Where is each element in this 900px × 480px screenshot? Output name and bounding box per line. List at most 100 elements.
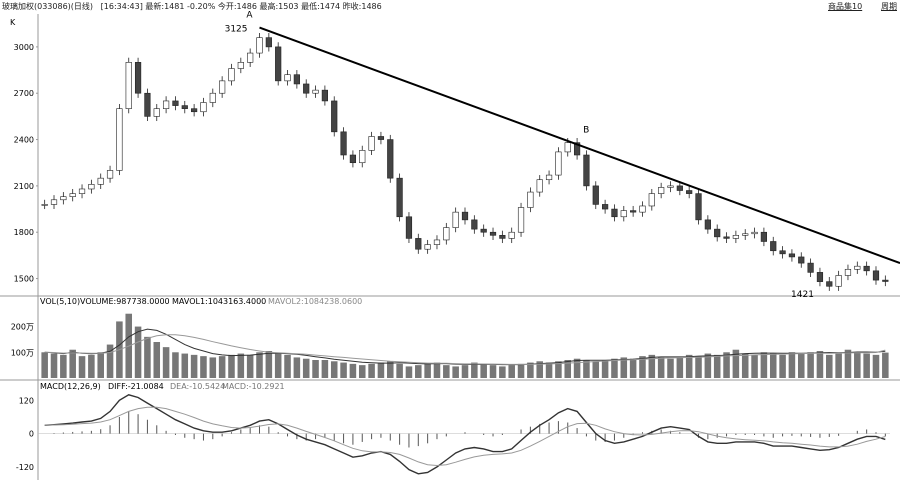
price-tick-label: 1500 [14,275,34,284]
candle-body [144,92,151,117]
volume-bar [751,354,758,378]
volume-bar [368,363,375,378]
vol-panel-title: VOL(5,10) [40,297,80,306]
volume-bar [461,365,469,378]
candle-body [714,228,721,238]
quote-close: 昨收:1486 [342,2,382,11]
volume-bar [648,354,656,378]
candle-body [779,250,786,255]
volume-bar [293,357,301,378]
volume-tick-label: 200万 [11,323,34,332]
volume-bar [312,360,319,378]
candle-body [461,211,469,221]
volume-bar [433,362,441,378]
volume-bar [144,336,151,378]
volume-bar [741,353,749,378]
candle-body [704,219,711,230]
candle-body [527,191,534,208]
volume-bar [620,357,628,378]
candle-body [872,270,880,281]
volume-bar [657,357,665,378]
candle-body [237,62,244,69]
candle-body [293,74,300,85]
volume-bar [704,353,712,378]
volume-bar [826,354,833,378]
volume-bar [443,365,450,378]
candle-body [181,105,188,109]
candle-body [396,177,403,218]
volume-bar [218,356,226,378]
candle-body [620,210,627,218]
volume-bar [863,353,870,378]
volume-bar [452,366,459,378]
volume-bar [246,354,254,378]
volume-bar [508,365,515,378]
volume-bar [134,326,142,378]
candle-body [209,92,216,103]
quote-high: 最高:1503 [259,2,299,11]
candle-body [667,185,674,188]
candle-body [219,80,226,94]
volume-bar [611,358,618,378]
volume-bar [555,361,562,378]
candle-body [69,193,76,198]
volume-bar [153,342,161,378]
candle-body [555,151,562,176]
candle-body [630,210,637,213]
candle-body [854,265,861,270]
candle-body [602,204,609,210]
candle-body [686,190,693,194]
candle-body [676,185,683,191]
macd-legend-diff: DIFF:-21.0084 [108,382,164,391]
vol-legend-mavol2: MAVOL2:1084238.0600 [268,297,362,306]
annotation-label: 1421 [791,290,814,300]
volume-bar [69,349,76,378]
volume-bar [274,353,282,378]
candle-body [78,188,86,194]
candle-body [349,154,357,164]
candle-body [760,231,768,242]
candle-body [41,204,48,206]
header-bar: 玻璃加权(033086)(日线) [16:34:43] 最新:1481 -0.2… [0,0,900,14]
candle-body [564,142,571,153]
candle-body [658,187,665,194]
volume-bar [527,362,534,378]
macd-tick-label: 120 [19,396,34,405]
candle-body [116,108,123,171]
candle-body [471,219,478,230]
goods-link[interactable]: 商品集10 [828,2,863,11]
candle-body [882,279,889,282]
quote-low: 最低:1474 [301,2,341,11]
price-tick-label: 3000 [14,43,34,52]
candle-body [284,74,291,82]
volume-bar [769,353,777,378]
volume-bar [237,353,245,378]
candle-body [312,89,319,94]
volume-bar [60,354,67,378]
candle-body [695,193,702,221]
volume-bar [50,353,58,378]
price-tick-label: 1800 [14,228,34,237]
candle-body [265,37,272,48]
candle-body [770,241,777,252]
volume-bar [713,354,721,378]
volume-bar [639,356,646,378]
price-panel-title: K [10,18,16,27]
macd-legend-dea: DEA:-10.5424 [170,382,225,391]
volume-bar [256,352,263,378]
annotation-label: A [246,11,253,21]
candle-body [321,89,328,102]
cycle-link[interactable]: 周期 [881,2,897,11]
candle-body [172,100,179,106]
candle-body [340,131,347,156]
candle-body [732,235,739,239]
volume-bar [162,347,170,378]
candle-body [826,281,833,287]
candle-body [508,231,515,239]
macd-panel: 120 0 -120 [16,394,890,475]
candle-body [433,239,441,245]
candle-body [648,193,655,207]
vol-legend-mavol1: MAVOL1:1043163.4000 [172,297,266,306]
volume-bar [788,352,796,378]
